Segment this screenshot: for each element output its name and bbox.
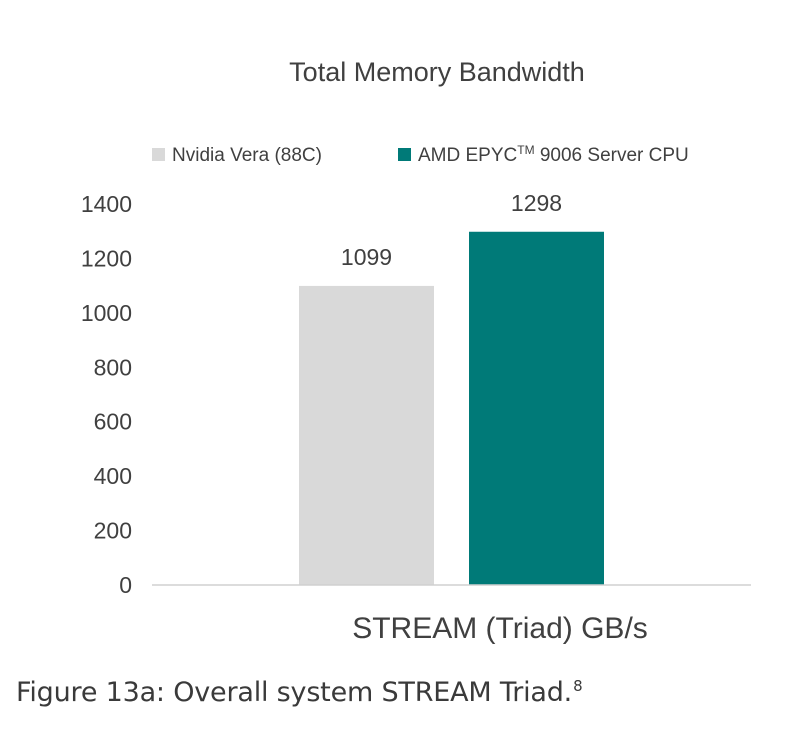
y-tick-label: 600 <box>94 409 132 435</box>
bar <box>299 285 434 585</box>
y-tick-label: 1000 <box>81 300 132 326</box>
legend-swatch <box>152 148 165 161</box>
legend-swatch <box>398 148 411 161</box>
y-tick-label: 200 <box>94 518 132 544</box>
y-tick-label: 0 <box>119 572 132 598</box>
y-tick-label: 1200 <box>81 245 132 271</box>
footnote-marker: 8 <box>573 677 583 695</box>
bars <box>299 231 604 585</box>
y-axis-ticks: 0 200 400 600 800 1000 1200 1400 <box>81 191 132 598</box>
figure-caption-text: Figure 13a: Overall system STREAM Triad. <box>16 677 573 708</box>
legend-label: AMD EPYCTM 9006 Server CPU <box>418 143 689 166</box>
data-label: 1298 <box>511 190 562 216</box>
bar <box>469 231 604 585</box>
y-tick-label: 1400 <box>81 191 132 217</box>
data-label: 1099 <box>341 244 392 270</box>
chart-legend: Nvidia Vera (88C) AMD EPYCTM 9006 Server … <box>152 143 689 166</box>
chart-title: Total Memory Bandwidth <box>289 57 585 87</box>
x-axis-label: STREAM (Triad) GB/s <box>352 612 648 645</box>
legend-label: Nvidia Vera (88C) <box>172 145 322 166</box>
y-tick-label: 400 <box>94 463 132 489</box>
data-labels: 1099 1298 <box>341 190 562 270</box>
figure-caption: Figure 13a: Overall system STREAM Triad.… <box>16 677 583 708</box>
bar-chart: Total Memory Bandwidth Nvidia Vera (88C)… <box>81 57 751 645</box>
y-tick-label: 800 <box>94 354 132 380</box>
